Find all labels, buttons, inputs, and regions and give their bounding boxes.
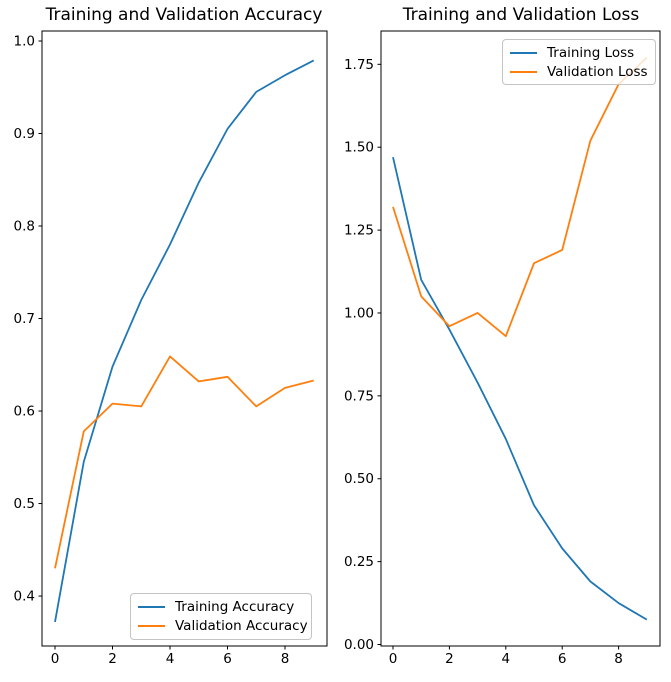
x-tick-label: 0 — [389, 651, 398, 667]
y-tick-label: 0.00 — [344, 637, 374, 653]
validation-accuracy-line-swatch — [138, 625, 165, 628]
y-tick-label: 0.7 — [14, 311, 35, 327]
x-tick-label: 4 — [166, 651, 175, 667]
y-tick-label: 0.50 — [344, 471, 374, 487]
legend-label: Training Loss — [547, 44, 635, 61]
x-tick-label: 2 — [445, 651, 454, 667]
x-tick-label: 6 — [223, 651, 232, 667]
chart-title-accuracy: Training and Validation Accuracy — [45, 5, 323, 25]
legend-label: Validation Accuracy — [175, 618, 308, 635]
validation-accuracy-line — [54, 355, 314, 569]
legend-loss: Training Loss Validation Loss — [502, 39, 656, 85]
y-tick-label: 0.25 — [344, 554, 374, 570]
x-tick-label: 2 — [108, 651, 117, 667]
y-tick-label: 1.75 — [344, 57, 374, 73]
validation-loss-line-swatch — [510, 70, 537, 73]
legend-label: Training Accuracy — [175, 598, 295, 615]
chart-title-loss: Training and Validation Loss — [402, 5, 640, 25]
x-tick-label: 6 — [558, 651, 567, 667]
axes-frame — [41, 30, 328, 647]
y-tick-label: 0.5 — [14, 496, 35, 512]
training-loss-line — [392, 156, 648, 621]
validation-loss-line — [392, 57, 648, 338]
x-tick-label: 8 — [614, 651, 623, 667]
x-tick-label: 8 — [281, 651, 290, 667]
y-tick-label: 1.0 — [14, 33, 35, 49]
legend-item-validation-accuracy: Validation Accuracy — [138, 617, 308, 637]
legend-label: Validation Loss — [547, 63, 648, 80]
training-accuracy-line — [54, 59, 315, 623]
y-tick-label: 0.6 — [14, 404, 35, 420]
legend-item-training-accuracy: Training Accuracy — [138, 597, 303, 617]
y-tick-label: 0.75 — [344, 388, 374, 404]
training-loss-line-swatch — [510, 51, 537, 54]
legend-accuracy: Training Accuracy Validation Accuracy — [130, 593, 312, 640]
legend-item-training-loss: Training Loss — [510, 43, 647, 62]
legend-item-validation-loss: Validation Loss — [510, 62, 648, 81]
y-tick-label: 0.4 — [14, 589, 35, 605]
y-tick-label: 0.9 — [14, 126, 35, 142]
y-tick-label: 1.00 — [344, 305, 374, 321]
y-tick-label: 0.8 — [14, 219, 35, 235]
y-tick-label: 1.25 — [344, 223, 374, 239]
x-tick-label: 4 — [502, 651, 511, 667]
training-accuracy-line-swatch — [138, 605, 165, 608]
x-tick-label: 0 — [51, 651, 60, 667]
axes-frame — [380, 30, 661, 647]
y-tick-label: 1.50 — [344, 140, 374, 156]
